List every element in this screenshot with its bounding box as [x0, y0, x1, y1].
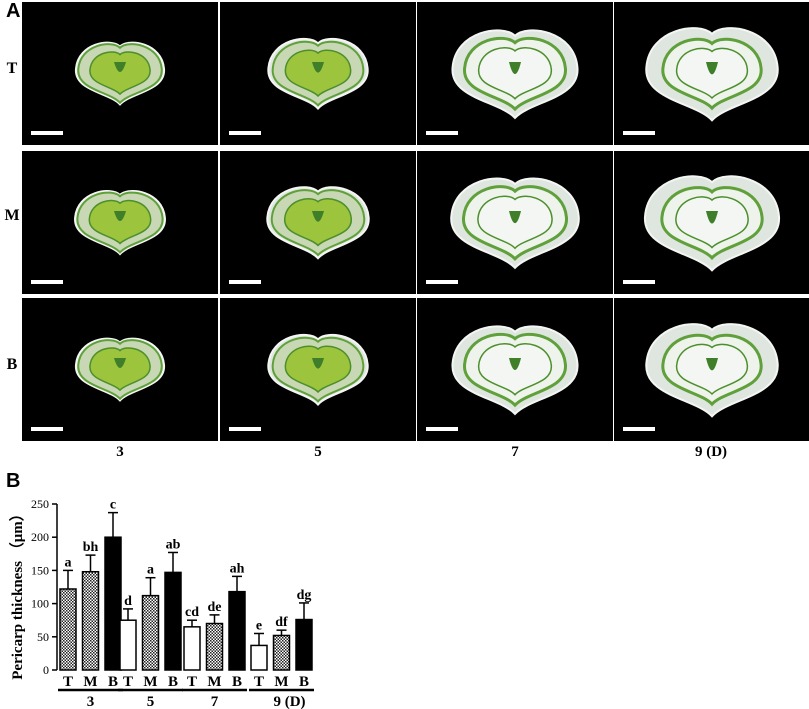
bar-t-5 [119, 619, 137, 671]
significance-letter: d [124, 594, 132, 609]
bar-m-9D [272, 634, 291, 671]
x-series-label: B [108, 674, 118, 690]
scale-bar [426, 280, 458, 284]
scale-bar [31, 280, 63, 284]
bar-t-7 [183, 626, 201, 671]
y-tick-label: 200 [31, 530, 49, 544]
y-tick-label: 250 [31, 497, 49, 511]
row-label-m: M [4, 207, 20, 224]
bar-b-3 [104, 536, 122, 671]
scale-bar [623, 131, 655, 135]
bar-t-9D [250, 644, 268, 671]
significance-letter: ab [166, 537, 181, 552]
significance-letter: c [110, 498, 116, 513]
pericarp-thickness-chart: Pericarp thickness （μm） 050100150200250 … [8, 497, 314, 709]
bar-m-3 [81, 570, 100, 671]
row-label-t: T [6, 60, 18, 77]
x-series-label: M [143, 674, 157, 690]
y-axis: 0 50 100 150 200 250 [31, 497, 58, 677]
bar-m-5 [141, 594, 160, 671]
significance-letter: bh [83, 540, 99, 555]
row-label-b: B [6, 356, 18, 373]
significance-letter: e [256, 618, 262, 633]
scale-bar [229, 131, 261, 135]
x-group-label: 5 [147, 694, 155, 709]
col-label-9d: 9 (D) [694, 444, 728, 460]
bar-m-7 [205, 622, 224, 671]
fruit-photo-t-1 [22, 2, 218, 145]
scale-bar [426, 131, 458, 135]
panel-a-letter: A [6, 0, 21, 22]
y-tick-label: 0 [43, 663, 49, 677]
x-series-label: T [123, 674, 133, 690]
bar-b-9D [295, 618, 313, 671]
x-group-label: 3 [87, 694, 95, 709]
scale-bar [31, 131, 63, 135]
fruit-photo-t-2 [220, 2, 416, 145]
x-series-label: T [187, 674, 197, 690]
significance-letter: df [275, 615, 288, 630]
significance-letter: a [65, 555, 72, 570]
scale-bar [426, 427, 458, 431]
y-axis-label: Pericarp thickness （μm） [8, 506, 26, 679]
x-series-label: M [83, 674, 97, 690]
x-series-label: M [274, 674, 288, 690]
x-series-label: B [299, 674, 309, 690]
col-label-7: 7 [511, 444, 519, 460]
x-group-label: 7 [211, 694, 219, 709]
scale-bar [623, 427, 655, 431]
fruit-photo-t-3 [417, 2, 613, 145]
bar-t-3 [59, 588, 77, 671]
scale-bar [623, 280, 655, 284]
x-series-label: M [207, 674, 221, 690]
fruit-photo-m-4 [614, 151, 809, 294]
y-tick-label: 50 [37, 630, 49, 644]
y-tick-label: 100 [31, 597, 49, 611]
significance-letter: de [208, 600, 222, 615]
fruit-photo-t-4 [614, 2, 809, 145]
scale-bar [229, 427, 261, 431]
panel-b-letter: B [6, 470, 21, 492]
fruit-photo-b-4 [614, 298, 809, 441]
scale-bar [31, 427, 63, 431]
x-series-label: T [63, 674, 73, 690]
significance-letter: cd [185, 605, 199, 620]
fruit-photo-m-2 [220, 151, 416, 294]
significance-letter: ah [230, 561, 245, 576]
bar-b-5 [164, 571, 182, 671]
x-series-label: B [168, 674, 178, 690]
y-tick-label: 150 [31, 563, 49, 577]
x-series-label: B [232, 674, 242, 690]
fruit-photo-m-3 [417, 151, 613, 294]
scale-bar [229, 280, 261, 284]
x-group-label: 9 (D) [273, 694, 305, 709]
fruit-photo-b-1 [22, 298, 218, 441]
x-series-label: T [254, 674, 264, 690]
x-axis: T M B3T M B5T M B7T M B9 (D) [58, 674, 314, 709]
fruit-photo-m-1 [22, 151, 218, 294]
col-label-3: 3 [116, 444, 124, 460]
fruit-photo-b-3 [417, 298, 613, 441]
significance-letter: a [147, 563, 154, 578]
bar-b-7 [228, 590, 246, 671]
fruit-photo-b-2 [220, 298, 416, 441]
significance-letter: dg [297, 588, 312, 603]
col-label-5: 5 [314, 444, 322, 460]
